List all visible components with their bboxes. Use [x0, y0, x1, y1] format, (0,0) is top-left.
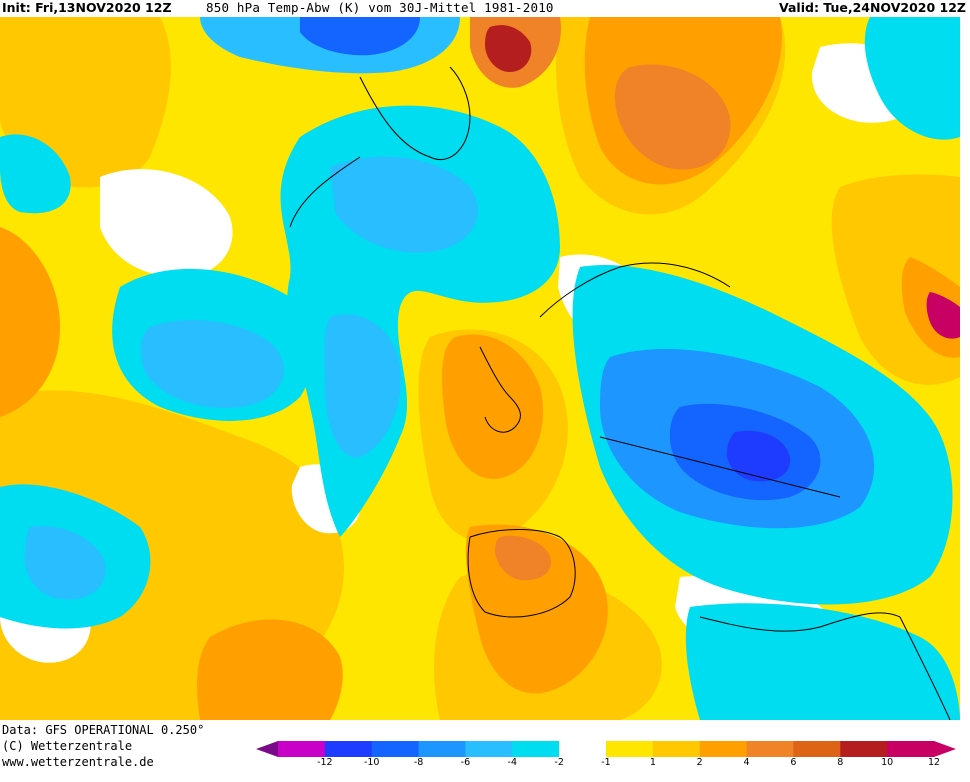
coastline-scandinavia: [539, 262, 731, 318]
anomaly-map-canvas: [0, 17, 960, 720]
legend-color-swatch: [887, 741, 935, 757]
legend-color-swatch: [652, 741, 701, 757]
anomaly-area-cyan: [864, 17, 960, 140]
legend-right-arrow: [934, 741, 956, 757]
anomaly-area-neutral: [100, 169, 233, 277]
legend-tick-label: 12: [927, 757, 941, 768]
anomaly-area-deep-blue: [726, 430, 791, 482]
legend-tick-label: 2: [696, 757, 703, 768]
coastline-mediterranean: [599, 436, 841, 498]
map-header: Init: Fri,13NOV2020 12Z 850 hPa Temp-Abw…: [0, 0, 970, 16]
anomaly-area-orange: [442, 334, 544, 479]
data-source-label: Data: GFS OPERATIONAL 0.250°: [2, 723, 205, 737]
legend-color-swatch: [512, 741, 560, 757]
anomaly-area-dark-orange: [495, 535, 551, 581]
coastline-british-isles: [479, 346, 521, 433]
anomaly-area-light-blue: [330, 156, 478, 253]
legend-tick-label: -12: [317, 757, 333, 768]
legend-tick-label: -10: [363, 757, 380, 768]
legend-color-swatch: [793, 741, 841, 757]
coastline-red-sea: [899, 616, 951, 720]
legend-color-swatch: [840, 741, 888, 757]
legend-tick-label: 6: [790, 757, 797, 768]
legend-color-swatch: [559, 741, 607, 757]
legend-tick-label: 10: [881, 757, 894, 768]
legend-color-swatch: [418, 741, 466, 757]
anomaly-area-dark-orange: [615, 64, 731, 170]
anomaly-area-light-blue: [324, 314, 401, 458]
copyright-label: (C) Wetterzentrale: [2, 739, 133, 753]
legend-tick-label: -6: [460, 757, 471, 768]
color-scale-bar: [256, 741, 956, 757]
legend-tick-label: -4: [507, 757, 518, 768]
coastline-iberia: [467, 529, 576, 618]
legend-color-swatch: [606, 741, 654, 757]
coastline-greenland: [289, 156, 361, 228]
anomaly-area-orange: [197, 619, 343, 720]
legend-tick-label: -2: [554, 757, 564, 768]
anomaly-area-orange: [0, 227, 60, 417]
legend-color-swatch: [371, 741, 420, 757]
anomaly-map: [0, 17, 960, 720]
anomaly-area-cyan: [0, 134, 71, 214]
website-link[interactable]: www.wetterzentrale.de: [2, 755, 154, 769]
anomaly-area-light-blue: [24, 526, 106, 600]
legend-tick-label: -8: [413, 757, 424, 768]
legend-tick-label: -1: [601, 757, 611, 768]
color-scale-legend: -12 -10 -8 -6 -4 -2 -1 1 2 4 6 8 10 12: [256, 741, 956, 782]
anomaly-area-magenta: [926, 292, 960, 339]
valid-time-label: Valid: Tue,24NOV2020 12Z: [779, 0, 966, 15]
legend-color-swatch: [699, 741, 748, 757]
init-time-label: Init: Fri,13NOV2020 12Z: [2, 0, 172, 15]
legend-color-swatch: [746, 741, 794, 757]
legend-color-swatch: [324, 741, 373, 757]
legend-color-swatch: [278, 741, 326, 757]
anomaly-area-dark-blue: [300, 17, 420, 56]
anomaly-area-red: [485, 25, 532, 72]
legend-left-arrow: [256, 741, 278, 757]
map-title: 850 hPa Temp-Abw (K) vom 30J-Mittel 1981…: [206, 0, 554, 15]
coastline-africa: [699, 612, 901, 632]
anomaly-area-cyan: [685, 603, 960, 720]
anomaly-area-light-blue: [140, 319, 284, 408]
legend-tick-label: 4: [743, 757, 750, 768]
legend-color-swatch: [465, 741, 513, 757]
coastline-greenland: [359, 66, 471, 160]
legend-tick-label: 1: [649, 757, 656, 768]
legend-tick-label: 8: [837, 757, 844, 768]
